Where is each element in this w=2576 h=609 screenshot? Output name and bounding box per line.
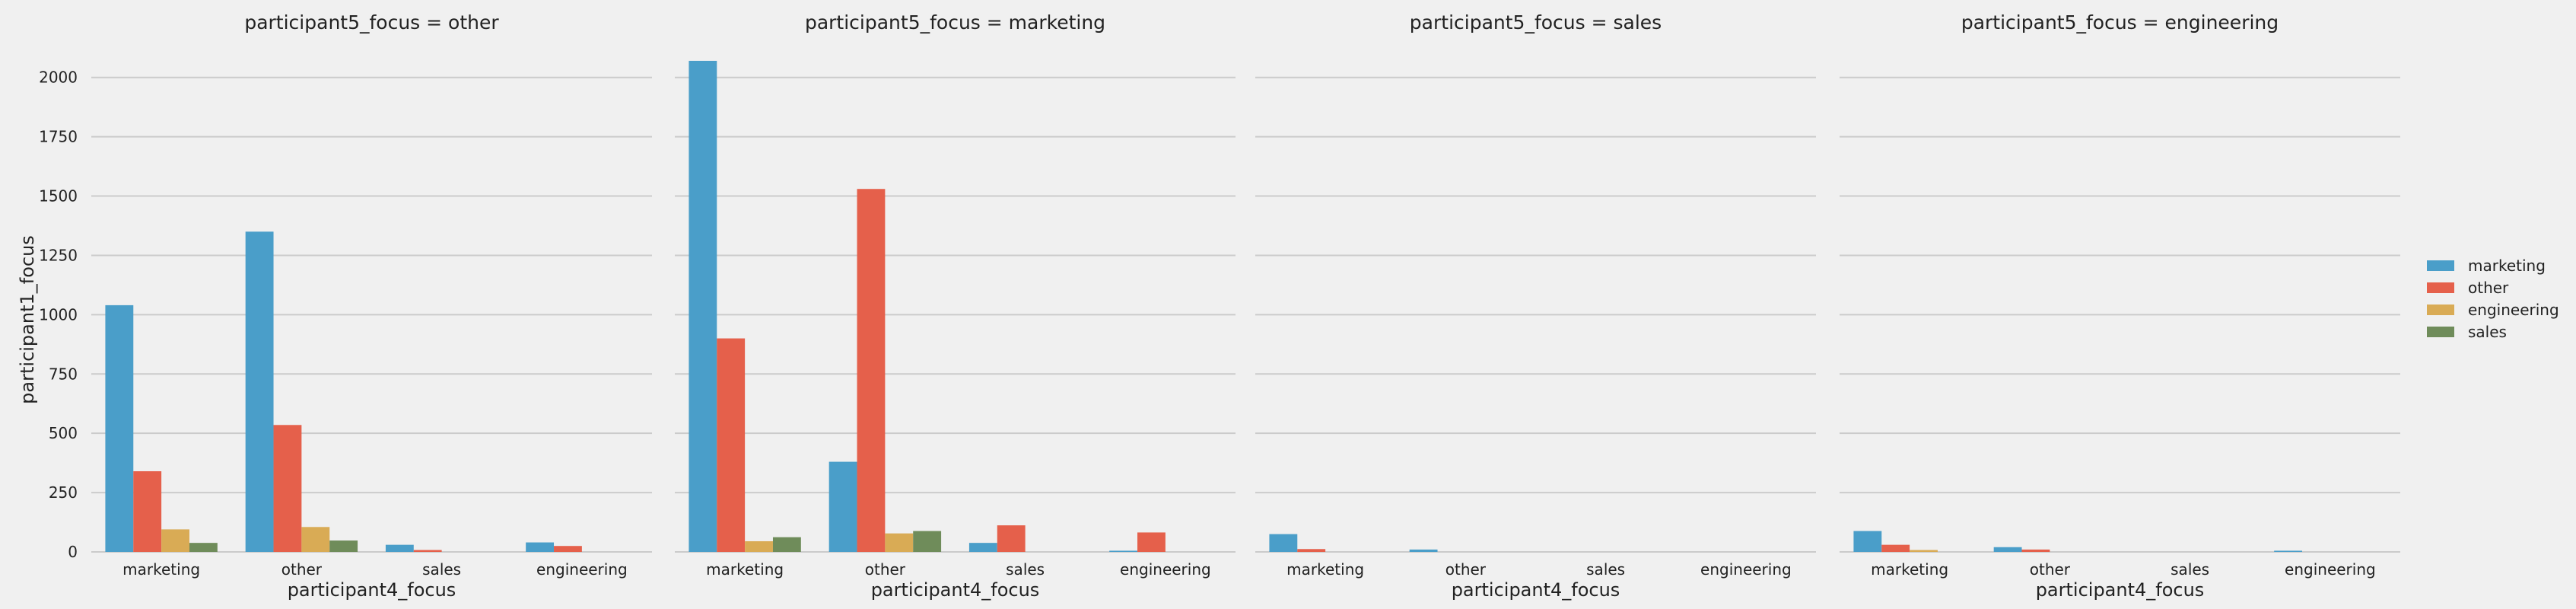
legend-swatch: [2427, 260, 2454, 271]
facet-panel: participant5_focus = other 0 250 500 750 1000…: [39, 11, 652, 601]
bar-marketing: [2274, 550, 2303, 552]
bar-other: [1137, 532, 1166, 552]
legend-swatch: [2427, 327, 2454, 337]
bar-marketing: [968, 543, 997, 552]
y-tick-label: 1750: [39, 128, 78, 146]
y-tick-label: 750: [49, 365, 78, 383]
bar-marketing: [689, 60, 717, 552]
bar-other: [1881, 544, 1910, 552]
legend-swatch: [2427, 282, 2454, 293]
x-tick-label: engineering: [1120, 560, 1211, 579]
x-tick-label: sales: [1006, 560, 1045, 579]
x-tick-label: other: [281, 560, 323, 579]
y-axis-label: participant1_focus: [17, 235, 38, 404]
y-tick-label: 250: [49, 483, 78, 502]
x-tick-label: other: [1445, 560, 1487, 579]
x-axis-label: participant4_focus: [2036, 579, 2205, 601]
x-tick-label: marketing: [1871, 560, 1948, 579]
x-tick-label: engineering: [2285, 560, 2376, 579]
bar-engineering: [1910, 550, 1938, 552]
bar-other: [554, 546, 582, 552]
x-tick-label: engineering: [536, 560, 628, 579]
x-tick-label: sales: [1586, 560, 1625, 579]
x-tick-label: marketing: [706, 560, 784, 579]
bar-marketing: [1993, 547, 2022, 552]
bar-other: [717, 338, 746, 552]
panel-title: participant5_focus = marketing: [805, 11, 1105, 33]
facet-panel: participant5_focus = engineering marketin…: [1840, 11, 2400, 601]
y-tick-label: 1500: [39, 187, 78, 206]
bar-other: [133, 471, 162, 552]
bar-marketing: [828, 461, 857, 552]
bar-sales: [772, 537, 801, 552]
bar-other: [857, 189, 886, 553]
facet-panel: participant5_focus = sales marketing other…: [1255, 11, 1816, 601]
facet-panels: participant5_focus = other 0 250 500 750 1000…: [39, 11, 2400, 601]
panel-title: participant5_focus = sales: [1410, 11, 1662, 33]
bar-sales: [189, 543, 218, 552]
bar-marketing: [105, 304, 134, 552]
bar-other: [413, 550, 442, 552]
bar-other: [2021, 549, 2050, 552]
bar-engineering: [885, 533, 914, 552]
bar-other: [1297, 549, 1326, 552]
bar-marketing: [1109, 550, 1138, 552]
bar-other: [997, 525, 1026, 552]
x-axis-label: participant4_focus: [288, 579, 456, 601]
bar-engineering: [161, 529, 189, 552]
y-tick-label: 500: [49, 424, 78, 442]
bar-engineering: [745, 540, 773, 552]
panel-title: participant5_focus = engineering: [1961, 11, 2279, 33]
bar-engineering: [301, 527, 330, 552]
y-tick-label: 1250: [39, 246, 78, 264]
legend-label: other: [2468, 279, 2509, 297]
bar-marketing: [1409, 549, 1438, 552]
bar-marketing: [245, 231, 274, 552]
legend-label: marketing: [2468, 257, 2546, 275]
y-tick-label: 1000: [39, 305, 78, 324]
x-tick-label: engineering: [1700, 560, 1792, 579]
bar-sales: [913, 531, 942, 552]
bar-sales: [329, 540, 358, 552]
facet-panel: participant5_focus = marketing marketing o…: [675, 11, 1236, 601]
x-axis-label: participant4_focus: [1452, 579, 1620, 601]
panel-title: participant5_focus = other: [244, 11, 499, 33]
bar-marketing: [385, 544, 414, 552]
x-tick-label: other: [865, 560, 906, 579]
y-tick-label: 0: [68, 543, 78, 561]
bar-marketing: [1853, 531, 1882, 552]
legend-swatch: [2427, 304, 2454, 315]
x-tick-label: marketing: [1286, 560, 1364, 579]
x-tick-label: other: [2030, 560, 2071, 579]
y-tick-label: 2000: [39, 69, 78, 87]
x-tick-label: sales: [422, 560, 461, 579]
bar-other: [273, 425, 302, 552]
x-tick-label: sales: [2171, 560, 2209, 579]
x-tick-label: marketing: [122, 560, 200, 579]
bar-marketing: [1269, 534, 1298, 552]
legend-label: sales: [2468, 323, 2507, 341]
legend-label: engineering: [2468, 301, 2559, 319]
legend: marketing other engineering sales: [2427, 257, 2559, 341]
bar-marketing: [526, 542, 555, 552]
x-axis-label: participant4_focus: [871, 579, 1040, 601]
